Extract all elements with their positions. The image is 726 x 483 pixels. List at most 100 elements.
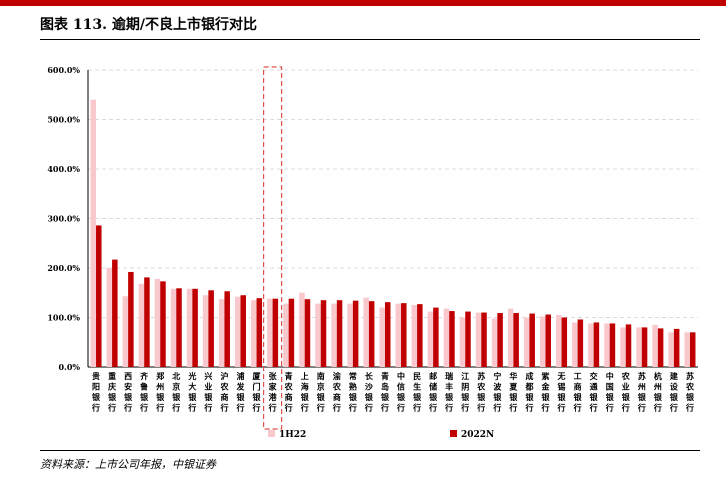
bar-1h22 <box>652 324 658 367</box>
bar-2022n <box>176 288 182 367</box>
bar-2022n <box>577 319 584 367</box>
bar-1h22 <box>507 308 514 367</box>
bar-1h22 <box>379 307 385 367</box>
bar-1h22 <box>620 327 626 367</box>
x-tick-label: 苏农银行 <box>476 371 486 413</box>
x-tick-label: 光大银行 <box>187 371 197 413</box>
bar-1h22 <box>443 308 450 367</box>
legend-swatch-2022n <box>450 430 457 437</box>
bar-2022n <box>96 225 102 367</box>
bar-2022n <box>625 324 632 367</box>
x-tick-label: 齐鲁银行 <box>139 371 149 413</box>
bar-2022n <box>481 312 487 367</box>
legend-label-2022n: 2022N <box>461 430 494 440</box>
bar-2022n <box>288 298 295 367</box>
source-note: 资料来源：上市公司年报，中银证券 <box>40 458 216 471</box>
bar-1h22 <box>251 300 257 367</box>
bar-2022n <box>128 271 134 367</box>
x-tick-label: 浦发银行 <box>236 371 246 413</box>
x-tick-label: 中信银行 <box>396 371 406 413</box>
x-tick-label: 无锡银行 <box>557 371 567 413</box>
bar-1h22 <box>363 297 369 367</box>
bar-1h22 <box>283 303 289 367</box>
bar-2022n <box>545 314 551 367</box>
bar-1h22 <box>668 332 674 367</box>
x-tick-label: 青农商行 <box>284 371 293 413</box>
x-tick-label: 南京银行 <box>316 371 326 413</box>
x-tick-label: 厦门银行 <box>252 371 262 413</box>
bar-2022n <box>673 328 680 367</box>
bar-2022n <box>401 303 407 367</box>
legend-label-1h22: 1H22 <box>279 430 306 440</box>
y-tick-label: 400.0% <box>47 164 80 174</box>
bar-chart: 0.0% 100.0% 200.0% 300.0% 400.0% 500.0% 600.0%… <box>47 65 698 440</box>
x-tick-label: 工商银行 <box>573 371 583 413</box>
bar-2022n <box>609 323 616 367</box>
y-tick-label: 100.0% <box>47 313 80 323</box>
bar-2022n <box>256 298 263 367</box>
figure-title: 图表 113. 逾期/不良上市银行对比 <box>40 17 257 33</box>
top-accent-bar <box>0 0 726 6</box>
bar-1h22 <box>556 315 562 367</box>
y-tick-label: 300.0% <box>47 214 80 224</box>
x-tick-label: 张家港行 <box>268 371 278 413</box>
bar-2022n <box>593 322 600 367</box>
bar-1h22 <box>299 292 305 367</box>
x-tick-label: 重庆银行 <box>107 371 117 413</box>
bar-2022n <box>240 295 246 367</box>
y-tick-label: 0.0% <box>58 362 80 372</box>
x-tick-label: 常熟银行 <box>348 371 358 413</box>
x-tick-label: 渝农商行 <box>332 371 342 413</box>
bar-1h22 <box>475 312 482 367</box>
bar-1h22 <box>218 299 225 367</box>
x-tick-label: 苏州银行 <box>637 371 647 413</box>
x-tick-label: 中国银行 <box>605 371 615 413</box>
bar-2022n <box>112 259 118 367</box>
x-tick-label: 华夏银行 <box>508 371 518 413</box>
bar-1h22 <box>588 323 594 367</box>
x-tick-label: 青岛银行 <box>380 371 390 413</box>
bar-1h22 <box>636 327 642 367</box>
footer-divider <box>40 450 700 451</box>
bar-2022n <box>224 291 230 367</box>
x-tick-label: 宁波银行 <box>492 371 502 413</box>
x-tick-label: 郑州银行 <box>155 371 165 413</box>
x-tick-label: 长沙银行 <box>364 371 374 413</box>
bar-2022n <box>368 301 375 367</box>
bar-2022n <box>657 328 664 367</box>
x-tick-label: 苏农银行 <box>685 371 695 413</box>
bar-2022n <box>641 327 648 367</box>
bar-2022n <box>529 313 535 367</box>
legend-swatch-1h22 <box>268 430 275 437</box>
bar-2022n <box>561 317 568 367</box>
x-tick-label: 上海银行 <box>300 371 310 413</box>
bar-2022n <box>513 313 519 367</box>
x-tick-label: 西安银行 <box>123 371 133 413</box>
bar-2022n <box>465 311 471 367</box>
bar-1h22 <box>315 303 321 367</box>
x-tick-label: 贵阳银行 <box>91 371 101 413</box>
bar-2022n <box>433 307 439 367</box>
bar-1h22 <box>347 303 353 367</box>
bar-1h22 <box>540 316 546 367</box>
bar-2022n <box>304 299 311 367</box>
bar-1h22 <box>202 295 209 367</box>
bar-1h22 <box>411 305 418 367</box>
bar-1h22 <box>491 318 498 367</box>
x-tick-label: 邮储银行 <box>428 371 438 413</box>
x-tick-label: 农业银行 <box>621 371 631 413</box>
bar-1h22 <box>170 288 177 367</box>
bar-1h22 <box>523 317 530 367</box>
bar-2022n <box>272 298 279 367</box>
bar-1h22 <box>331 303 337 367</box>
x-tick-label: 成都银行 <box>524 371 534 413</box>
x-tick-label: 民生银行 <box>412 371 422 413</box>
title-divider <box>40 39 700 40</box>
x-tick-label: 交通银行 <box>589 371 599 413</box>
y-tick-label: 500.0% <box>47 115 80 125</box>
bar-1h22 <box>427 311 434 367</box>
bar-1h22 <box>186 288 193 367</box>
chart-area: 0.0% 100.0% 200.0% 300.0% 400.0% 500.0% 600.0%… <box>0 40 726 450</box>
bar-2022n <box>449 311 455 367</box>
y-tick-label: 200.0% <box>47 263 80 273</box>
